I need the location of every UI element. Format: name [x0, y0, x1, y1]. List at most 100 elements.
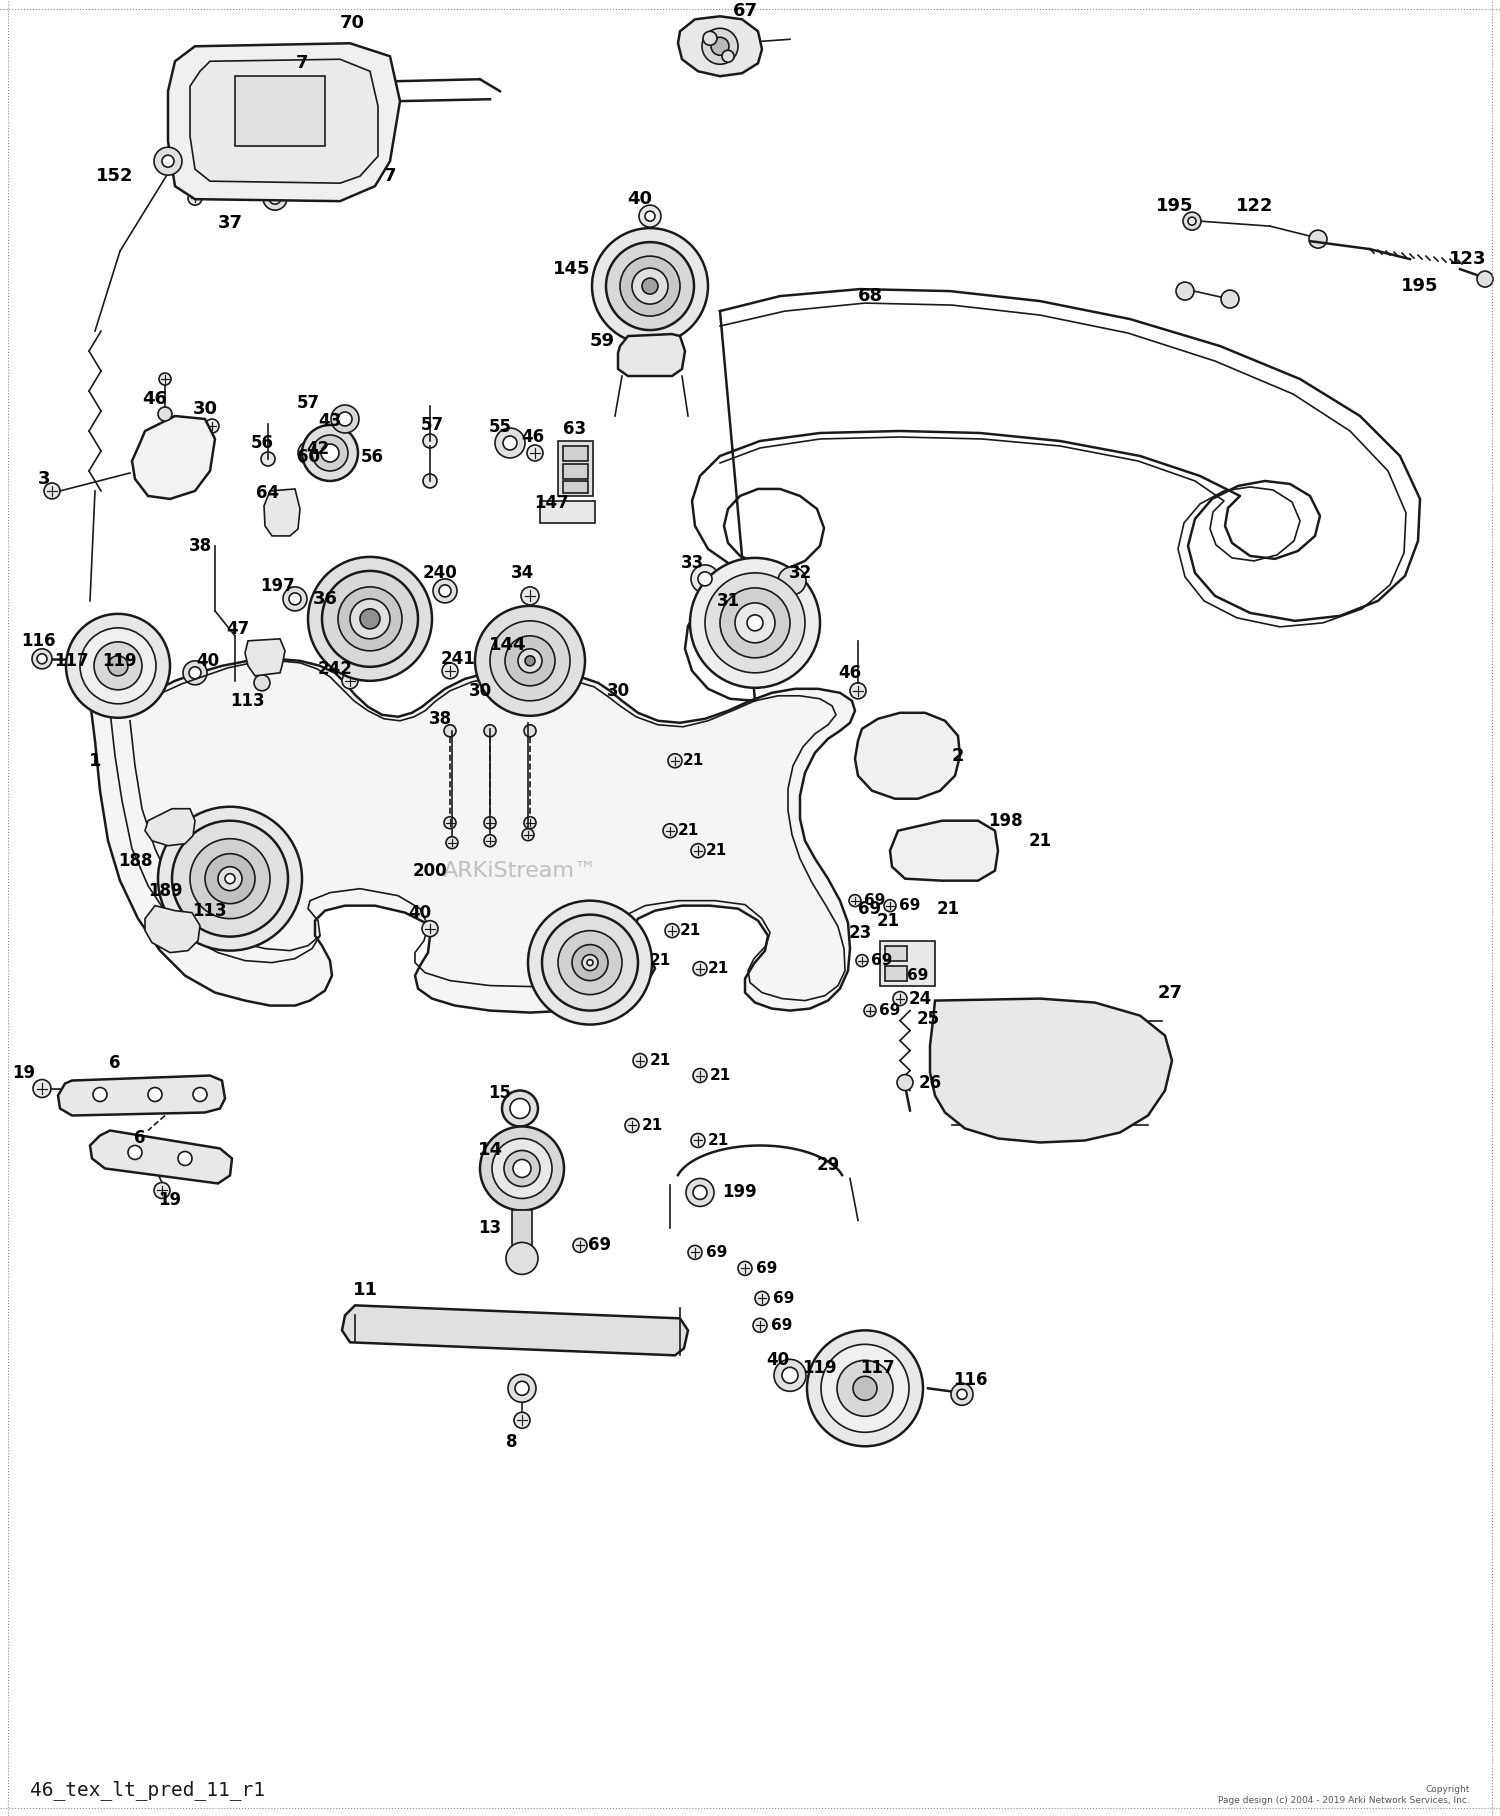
Circle shape — [592, 229, 708, 343]
Text: 21: 21 — [682, 754, 703, 768]
Text: 21: 21 — [678, 823, 699, 839]
Circle shape — [951, 1384, 974, 1406]
Text: 241: 241 — [441, 650, 476, 668]
Text: 30: 30 — [606, 681, 630, 699]
Text: 21: 21 — [708, 961, 729, 977]
Circle shape — [154, 147, 182, 174]
Text: 144: 144 — [489, 636, 526, 654]
Circle shape — [524, 725, 536, 737]
Text: 64: 64 — [256, 483, 279, 501]
Text: 1: 1 — [88, 752, 102, 770]
Circle shape — [172, 821, 288, 937]
Circle shape — [664, 924, 680, 937]
Text: 14: 14 — [477, 1142, 502, 1159]
Circle shape — [272, 901, 284, 912]
Circle shape — [620, 256, 680, 316]
Circle shape — [360, 608, 380, 628]
Circle shape — [308, 558, 432, 681]
Text: ARKiStream™: ARKiStream™ — [442, 861, 597, 881]
Text: 46: 46 — [522, 429, 544, 447]
Circle shape — [609, 999, 619, 1010]
Circle shape — [690, 558, 820, 688]
Bar — [540, 501, 596, 523]
Text: 200: 200 — [413, 861, 447, 879]
Circle shape — [720, 588, 790, 657]
Text: 63: 63 — [564, 419, 586, 438]
Circle shape — [224, 817, 236, 830]
Circle shape — [884, 899, 896, 912]
Circle shape — [423, 434, 436, 449]
Text: 116: 116 — [952, 1371, 987, 1389]
Text: 68: 68 — [858, 287, 882, 305]
Circle shape — [1310, 231, 1328, 249]
Polygon shape — [264, 489, 300, 536]
Circle shape — [490, 621, 570, 701]
Text: 21: 21 — [1029, 832, 1051, 850]
Text: 30: 30 — [468, 681, 492, 699]
Text: 19: 19 — [159, 1191, 182, 1209]
Circle shape — [440, 585, 452, 597]
Circle shape — [1188, 218, 1196, 225]
Text: 21: 21 — [936, 899, 960, 917]
Text: 7: 7 — [296, 54, 309, 73]
Text: 6: 6 — [135, 1130, 146, 1148]
Polygon shape — [90, 1131, 232, 1184]
Circle shape — [778, 567, 806, 596]
Circle shape — [522, 828, 534, 841]
Circle shape — [188, 191, 202, 205]
Circle shape — [342, 672, 358, 688]
Text: 69: 69 — [706, 1246, 728, 1260]
Polygon shape — [132, 416, 214, 499]
Text: 56: 56 — [251, 434, 273, 452]
Circle shape — [1184, 212, 1202, 231]
Circle shape — [178, 1151, 192, 1166]
Circle shape — [864, 1004, 876, 1017]
Circle shape — [44, 483, 60, 499]
Circle shape — [957, 1389, 968, 1400]
Circle shape — [148, 1088, 162, 1102]
Text: 69: 69 — [871, 953, 892, 968]
Circle shape — [1478, 271, 1492, 287]
Text: 15: 15 — [489, 1084, 512, 1102]
Circle shape — [692, 844, 705, 857]
Text: 11: 11 — [352, 1282, 378, 1300]
Text: 57: 57 — [420, 416, 444, 434]
Circle shape — [444, 725, 456, 737]
Circle shape — [609, 915, 619, 926]
Text: 145: 145 — [554, 260, 591, 278]
Circle shape — [442, 663, 458, 679]
Circle shape — [722, 51, 734, 62]
Text: 69: 69 — [879, 1002, 900, 1019]
Circle shape — [484, 725, 496, 737]
Text: 70: 70 — [339, 15, 364, 33]
Circle shape — [495, 429, 525, 458]
Text: 67: 67 — [732, 2, 758, 20]
Circle shape — [503, 1091, 538, 1126]
Text: 119: 119 — [802, 1360, 837, 1377]
Circle shape — [480, 1126, 564, 1211]
Bar — [885, 946, 908, 961]
Text: 30: 30 — [192, 400, 217, 418]
Circle shape — [524, 817, 536, 828]
Circle shape — [506, 636, 555, 686]
Text: 113: 113 — [192, 903, 228, 919]
Circle shape — [634, 953, 650, 968]
Circle shape — [206, 854, 255, 904]
Circle shape — [338, 587, 402, 650]
Circle shape — [510, 1099, 530, 1119]
Circle shape — [639, 205, 662, 227]
Text: 21: 21 — [650, 1053, 670, 1068]
Text: 60: 60 — [297, 449, 320, 467]
Circle shape — [698, 572, 712, 587]
Polygon shape — [146, 906, 200, 953]
Circle shape — [93, 1088, 106, 1102]
Text: 40: 40 — [766, 1351, 789, 1369]
Circle shape — [322, 570, 419, 666]
Text: 57: 57 — [297, 394, 320, 412]
Text: 34: 34 — [510, 565, 534, 581]
Text: 23: 23 — [849, 924, 871, 943]
Text: 37: 37 — [217, 214, 243, 232]
Text: 55: 55 — [489, 418, 512, 436]
Circle shape — [526, 445, 543, 461]
Text: 122: 122 — [1236, 198, 1274, 214]
